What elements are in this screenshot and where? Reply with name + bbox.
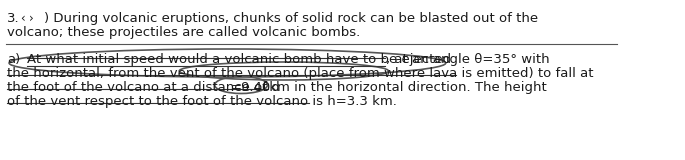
Text: ‹: ‹	[20, 12, 25, 25]
Text: 3.: 3.	[8, 12, 20, 25]
Text: the foot of the volcano at a distance of d: the foot of the volcano at a distance of…	[8, 81, 280, 94]
Text: volcano; these projectiles are called volcanic bombs.: volcano; these projectiles are called vo…	[8, 26, 360, 39]
Text: , at an angle θ=35° with: , at an angle θ=35° with	[386, 53, 549, 66]
Text: ) During volcanic eruptions, chunks of solid rock can be blasted out of the: ) During volcanic eruptions, chunks of s…	[44, 12, 538, 25]
Text: the horizontal, from the vent of the volcano (place from where lava is emitted) : the horizontal, from the vent of the vol…	[8, 67, 594, 80]
Text: of the vent respect to the foot of the volcano is h=3.3 km.: of the vent respect to the foot of the v…	[8, 95, 397, 108]
Text: At what initial speed would a volcanic bomb have to be ejected: At what initial speed would a volcanic b…	[27, 53, 451, 66]
Text: a): a)	[8, 53, 21, 66]
Text: ›: ›	[29, 12, 34, 25]
Text: =9.40: =9.40	[230, 81, 271, 94]
Text: km in the horizontal direction. The height: km in the horizontal direction. The heig…	[264, 81, 547, 94]
